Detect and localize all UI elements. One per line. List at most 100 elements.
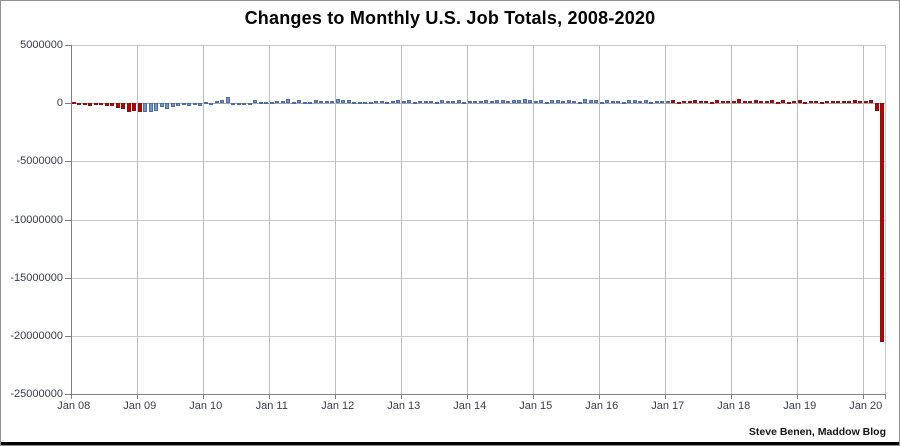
bar: [847, 101, 852, 104]
bar: [401, 100, 406, 104]
bar: [341, 100, 346, 104]
x-axis-tick: [863, 394, 864, 399]
bar: [198, 103, 203, 107]
bar: [220, 100, 225, 104]
x-axis-tick-label: Jan 14: [453, 400, 487, 412]
bar: [693, 100, 698, 104]
bar: [291, 102, 296, 105]
bar: [742, 101, 747, 104]
bar: [621, 102, 626, 105]
x-axis-tick-label: Jan 20: [849, 400, 883, 412]
bar: [825, 101, 830, 104]
bar: [143, 103, 148, 112]
x-gridline: [401, 45, 402, 394]
bar: [704, 100, 709, 104]
bottom-divider: [1, 442, 899, 445]
bar: [104, 103, 109, 106]
x-axis-tick-label: Jan 12: [321, 400, 355, 412]
x-axis-tick-label: Jan 17: [651, 400, 685, 412]
bar: [654, 101, 659, 104]
bar: [225, 97, 230, 104]
bar: [165, 103, 170, 109]
bar: [467, 101, 472, 104]
bar: [748, 101, 753, 104]
bar: [93, 103, 98, 106]
x-axis-tick-label: Jan 13: [387, 400, 421, 412]
bar: [539, 100, 544, 104]
bar: [390, 101, 395, 104]
bar: [346, 100, 351, 104]
y-axis-tick: [65, 277, 71, 279]
x-axis-tick: [203, 394, 204, 399]
bar: [764, 101, 769, 104]
bar: [797, 99, 802, 104]
x-axis-tick: [797, 394, 798, 399]
bar: [456, 99, 461, 104]
bar: [258, 101, 263, 104]
x-gridline: [335, 45, 336, 394]
bar: [649, 101, 654, 104]
y-gridline: [71, 161, 885, 163]
x-axis-tick: [335, 394, 336, 399]
x-gridline: [863, 45, 864, 394]
bar: [852, 100, 857, 104]
bar: [836, 100, 841, 104]
bar: [451, 100, 456, 104]
bar: [423, 100, 428, 104]
bar: [759, 100, 764, 104]
bar: [786, 101, 791, 104]
bar: [814, 100, 819, 104]
bar: [396, 100, 401, 104]
bar: [858, 101, 863, 104]
x-axis-tick: [731, 394, 732, 399]
bar: [533, 100, 538, 104]
bar: [660, 101, 665, 104]
bar: [484, 99, 489, 104]
bar: [363, 102, 368, 105]
bar: [242, 103, 247, 106]
x-gridline: [731, 45, 732, 394]
bar: [121, 103, 126, 109]
bar: [203, 102, 208, 105]
bar: [308, 101, 313, 104]
bar: [495, 100, 500, 104]
bar: [863, 100, 868, 104]
plot-right-border: [885, 45, 886, 394]
bar: [236, 103, 241, 106]
y-gridline: [71, 45, 885, 46]
bar: [594, 100, 599, 104]
y-axis-tick-label: -10000000: [10, 213, 63, 226]
bar: [379, 101, 384, 104]
bar: [627, 99, 632, 104]
bar: [577, 102, 582, 104]
bar: [159, 103, 164, 108]
bar: [489, 100, 494, 104]
x-axis-tick: [401, 394, 402, 399]
bar: [770, 99, 775, 104]
bar: [517, 100, 522, 104]
bar: [676, 102, 681, 105]
bar: [561, 100, 566, 104]
bar: [731, 101, 736, 104]
bar: [82, 103, 87, 106]
bar: [682, 101, 687, 104]
y-axis-tick-label: -25000000: [10, 388, 63, 400]
bar: [71, 102, 76, 105]
bar: [781, 99, 786, 104]
bar: [599, 101, 604, 104]
x-gridline: [467, 45, 468, 394]
x-axis-tick: [269, 394, 270, 399]
bar: [137, 103, 142, 113]
x-gridline: [137, 45, 138, 394]
x-axis-tick: [71, 394, 72, 399]
x-gridline: [203, 45, 204, 394]
bar: [726, 101, 731, 104]
x-axis-tick: [137, 394, 138, 399]
x-axis-tick-label: Jan 10: [189, 400, 223, 412]
bar: [115, 103, 120, 109]
bar: [632, 99, 637, 104]
x-axis-tick: [467, 394, 468, 399]
y-gridline: [71, 277, 885, 279]
